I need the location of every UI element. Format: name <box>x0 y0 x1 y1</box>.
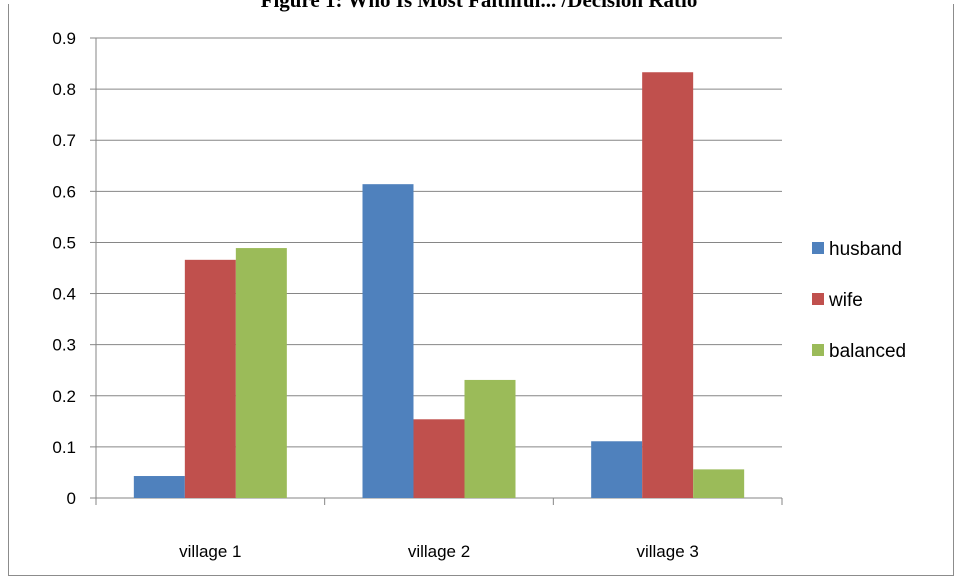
legend-swatch-husband <box>812 242 824 254</box>
bar-wife-village-3 <box>642 72 694 498</box>
legend: husband wife balanced <box>812 239 906 362</box>
legend-label-wife: wife <box>828 290 863 311</box>
y-tick-label: 0.8 <box>52 80 76 99</box>
y-tick-label: 0 <box>67 489 76 508</box>
x-tick-label: village 2 <box>408 542 470 561</box>
bar-wife-village-2 <box>413 419 465 498</box>
legend-label-husband: husband <box>829 239 902 260</box>
bar-husband-village-1 <box>133 476 185 498</box>
bar-balanced-village-1 <box>235 248 287 498</box>
y-axis: 0 0.1 0.2 0.3 0.4 0.5 0.6 0.7 0.8 0.9 <box>52 29 97 508</box>
y-tick-label: 0.9 <box>52 29 76 48</box>
x-tick-label: village 1 <box>179 542 241 561</box>
bars <box>133 72 745 498</box>
legend-swatch-wife <box>812 293 824 305</box>
x-tick-label: village 3 <box>636 542 698 561</box>
legend-label-balanced: balanced <box>829 341 906 362</box>
x-axis: village 1 village 2 village 3 <box>95 497 783 561</box>
y-tick-label: 0.1 <box>52 438 76 457</box>
y-tick-label: 0.6 <box>52 182 76 201</box>
legend-swatch-balanced <box>812 344 824 356</box>
y-tick-label: 0.4 <box>52 285 76 304</box>
bar-balanced-village-3 <box>693 469 745 498</box>
chart-frame <box>8 4 954 576</box>
bar-husband-village-2 <box>362 184 414 498</box>
y-tick-label: 0.2 <box>52 387 76 406</box>
bar-balanced-village-2 <box>464 379 516 498</box>
bar-husband-village-3 <box>591 441 643 498</box>
y-tick-label: 0.3 <box>52 336 76 355</box>
bar-wife-village-1 <box>184 259 236 498</box>
chart-title: Figure 1: Who Is Most Faithful... /Decis… <box>260 0 698 12</box>
y-tick-label: 0.5 <box>52 233 76 252</box>
y-tick-label: 0.7 <box>52 131 76 150</box>
